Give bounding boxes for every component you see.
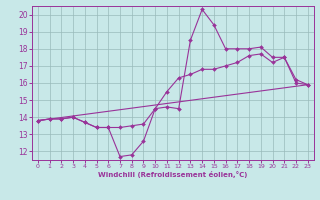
X-axis label: Windchill (Refroidissement éolien,°C): Windchill (Refroidissement éolien,°C) [98, 171, 247, 178]
